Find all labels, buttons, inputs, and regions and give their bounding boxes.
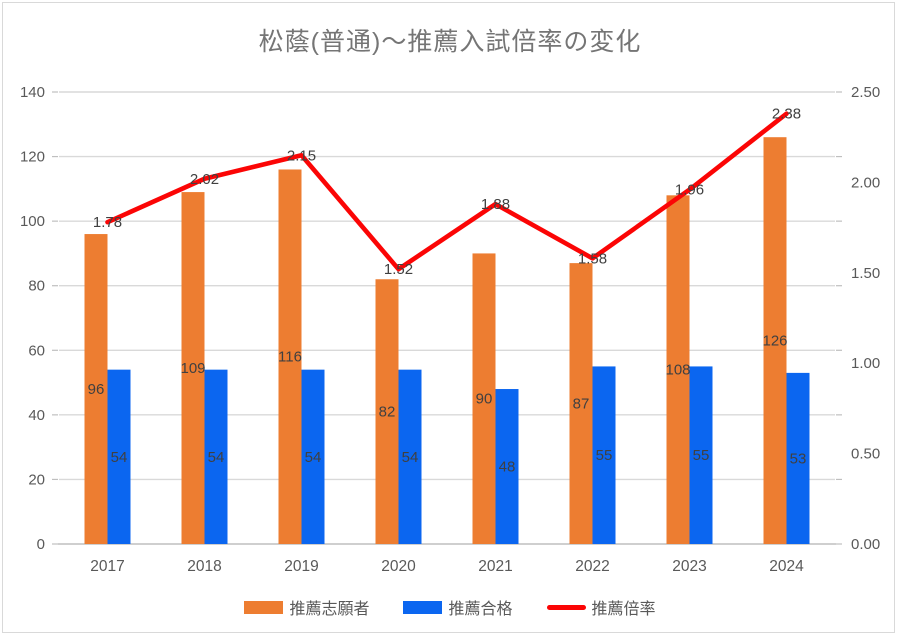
left-axis-tick-label: 120 [20,149,45,166]
right-axis-tick-label: 2.50 [851,84,880,101]
right-axis-tick-label: 1.00 [851,355,880,372]
bar-applicants-2018 [181,192,205,545]
bar-accepted-2021 [495,389,519,544]
x-axis-label: 2021 [478,558,512,575]
x-axis-label: 2023 [672,558,706,575]
legend-label-ratio: 推薦倍率 [591,601,656,618]
bar-value-label: 108 [665,362,690,379]
bar-accepted-2018 [204,369,228,544]
left-axis-tick-label: 20 [28,471,45,488]
bar-value-label: 54 [208,449,225,466]
left-axis-tick-label: 140 [20,84,45,101]
legend-item-accepted: 推薦合格 [403,595,513,619]
bar-value-label: 87 [573,396,590,413]
bar-applicants-2023 [666,195,690,545]
right-axis-tick-label: 2.00 [851,174,880,191]
legend-item-ratio: 推薦倍率 [546,595,656,619]
line-value-label: 1.88 [481,196,510,213]
bar-applicants-2017 [84,234,108,545]
bar-value-label: 54 [111,449,128,466]
x-axis-label: 2018 [187,558,221,575]
bar-value-label: 53 [790,450,807,467]
line-value-label: 1.58 [578,250,607,267]
bar-accepted-2023 [689,366,713,544]
legend-label-applicants: 推薦志願者 [289,601,370,618]
bar-accepted-2022 [592,366,616,544]
bar-value-label: 54 [402,449,419,466]
legend-swatch-accepted-icon [403,600,443,614]
legend-label-accepted: 推薦合格 [448,601,513,618]
right-axis-tick-label: 0.50 [851,446,880,463]
x-axis-label: 2017 [90,558,124,575]
bar-applicants-2019 [278,169,302,544]
line-value-label: 2.15 [287,147,316,164]
chart-border [2,2,895,633]
line-value-label: 2.38 [772,106,801,123]
line-value-label: 2.02 [190,171,219,188]
x-axis-label: 2024 [769,558,804,575]
bar-applicants-2022 [569,263,593,544]
bar-value-label: 55 [596,447,613,464]
bar-accepted-2020 [398,369,422,544]
left-axis-tick-label: 80 [28,278,45,295]
bar-value-label: 109 [180,360,205,377]
x-axis-label: 2019 [284,558,318,575]
line-value-label: 1.52 [384,261,413,278]
bar-applicants-2020 [375,279,399,544]
right-axis-tick-label: 0.00 [851,536,880,553]
right-axis-tick-label: 1.50 [851,265,880,282]
bar-value-label: 48 [499,459,516,476]
legend-swatch-applicants-icon [244,600,284,614]
bar-value-label: 82 [379,404,396,421]
bar-applicants-2024 [763,137,787,544]
x-axis-label: 2020 [381,558,416,575]
bar-value-label: 126 [762,333,787,350]
bar-accepted-2019 [301,369,325,544]
bar-value-label: 55 [693,447,710,464]
chart-title: 松蔭(普通)～推薦入試倍率の変化 [258,28,642,56]
line-value-label: 1.78 [93,214,122,231]
bar-value-label: 116 [278,349,302,366]
bar-accepted-2024 [786,372,810,544]
left-axis-tick-label: 0 [37,536,45,553]
bar-applicants-2021 [472,253,496,544]
ratio-line [105,111,789,272]
bar-value-label: 54 [305,449,322,466]
legend-item-applicants: 推薦志願者 [244,595,369,619]
line-value-label: 1.96 [675,182,704,199]
left-axis-tick-label: 60 [28,342,45,359]
left-axis-tick-label: 100 [20,213,45,230]
legend-swatch-ratio-icon [546,604,586,610]
legend: 推薦志願者 推薦合格 推薦倍率 [0,595,900,619]
bar-value-label: 90 [476,391,493,408]
x-axis-label: 2022 [575,558,609,575]
left-axis-tick-label: 40 [28,407,45,424]
bar-value-label: 96 [88,381,105,398]
bar-accepted-2017 [107,369,131,544]
